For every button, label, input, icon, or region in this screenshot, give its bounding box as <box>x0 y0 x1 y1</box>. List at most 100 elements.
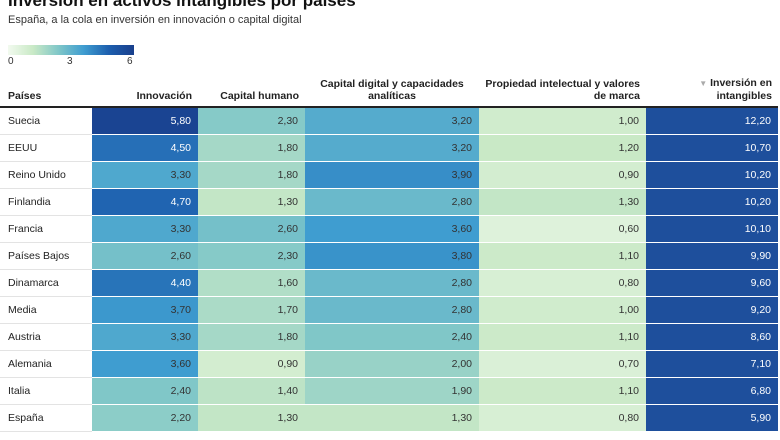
cell-propiedad-intelectual: 1,10 <box>479 377 646 405</box>
chart-subtitle: España, a la cola en inversión en innova… <box>8 14 302 26</box>
cell-inversion-intangibles: 9,20 <box>646 296 778 324</box>
table-row: Francia 3,30 2,60 3,60 0,60 10,10 <box>0 215 778 243</box>
cell-propiedad-intelectual: 0,70 <box>479 350 646 378</box>
header-inversion-intangibles[interactable]: ▼ Inversión en intangibles <box>646 64 778 108</box>
cell-capital-humano: 2,30 <box>198 107 305 135</box>
cell-capital-digital: 3,90 <box>305 161 479 189</box>
cell-pais: EEUU <box>0 134 92 162</box>
cell-inversion-intangibles: 9,90 <box>646 242 778 270</box>
cell-capital-humano: 0,90 <box>198 350 305 378</box>
cell-innovacion: 3,70 <box>92 296 198 324</box>
table-row: Alemania 3,60 0,90 2,00 0,70 7,10 <box>0 350 778 378</box>
cell-capital-digital: 2,40 <box>305 323 479 351</box>
table-header-row: Países Innovación Capital humano Capital… <box>0 64 778 108</box>
cell-propiedad-intelectual: 1,00 <box>479 107 646 135</box>
cell-pais: Finlandia <box>0 188 92 216</box>
cell-capital-digital: 2,80 <box>305 296 479 324</box>
legend-tick-min: 0 <box>8 56 14 67</box>
cell-pais: Alemania <box>0 350 92 378</box>
cell-capital-digital: 2,80 <box>305 269 479 297</box>
header-paises[interactable]: Países <box>0 64 92 108</box>
table-row: Italia 2,40 1,40 1,90 1,10 6,80 <box>0 377 778 405</box>
table-row: Suecia 5,80 2,30 3,20 1,00 12,20 <box>0 107 778 135</box>
header-inversion-label: Inversión en intangibles <box>710 77 772 102</box>
table-row: Dinamarca 4,40 1,60 2,80 0,80 9,60 <box>0 269 778 297</box>
header-innovacion[interactable]: Innovación <box>92 64 198 108</box>
cell-inversion-intangibles: 9,60 <box>646 269 778 297</box>
cell-propiedad-intelectual: 1,30 <box>479 188 646 216</box>
cell-capital-humano: 1,70 <box>198 296 305 324</box>
cell-propiedad-intelectual: 0,80 <box>479 269 646 297</box>
cell-capital-humano: 1,80 <box>198 323 305 351</box>
cell-capital-humano: 1,40 <box>198 377 305 405</box>
cell-propiedad-intelectual: 1,10 <box>479 242 646 270</box>
cell-capital-humano: 1,80 <box>198 161 305 189</box>
table-row: Reino Unido 3,30 1,80 3,90 0,90 10,20 <box>0 161 778 189</box>
legend-tick-max: 6 <box>127 56 133 67</box>
cell-capital-digital: 3,20 <box>305 107 479 135</box>
cell-propiedad-intelectual: 1,00 <box>479 296 646 324</box>
header-propiedad-intelectual[interactable]: Propiedad intelectual y valores de marca <box>479 64 646 108</box>
cell-capital-digital: 3,80 <box>305 242 479 270</box>
table-row: EEUU 4,50 1,80 3,20 1,20 10,70 <box>0 134 778 162</box>
cell-innovacion: 2,40 <box>92 377 198 405</box>
cell-innovacion: 3,30 <box>92 161 198 189</box>
cell-inversion-intangibles: 6,80 <box>646 377 778 405</box>
cell-inversion-intangibles: 12,20 <box>646 107 778 135</box>
cell-inversion-intangibles: 10,20 <box>646 188 778 216</box>
cell-innovacion: 3,60 <box>92 350 198 378</box>
cell-propiedad-intelectual: 1,10 <box>479 323 646 351</box>
cell-pais: Francia <box>0 215 92 243</box>
cell-innovacion: 2,60 <box>92 242 198 270</box>
cell-propiedad-intelectual: 0,60 <box>479 215 646 243</box>
cell-pais: Suecia <box>0 107 92 135</box>
cell-capital-humano: 2,30 <box>198 242 305 270</box>
cell-innovacion: 2,20 <box>92 404 198 432</box>
color-legend: 0 3 6 <box>8 45 134 67</box>
cell-pais: Dinamarca <box>0 269 92 297</box>
cell-capital-humano: 1,30 <box>198 188 305 216</box>
sort-descending-icon: ▼ <box>699 79 708 88</box>
cell-capital-humano: 1,80 <box>198 134 305 162</box>
table-body: Suecia 5,80 2,30 3,20 1,00 12,20 EEUU 4,50 1,80 3… <box>0 107 778 432</box>
legend-gradient <box>8 45 134 55</box>
cell-capital-digital: 3,60 <box>305 215 479 243</box>
cell-pais: Reino Unido <box>0 161 92 189</box>
cell-pais: Italia <box>0 377 92 405</box>
cell-capital-digital: 3,20 <box>305 134 479 162</box>
cell-inversion-intangibles: 10,70 <box>646 134 778 162</box>
table-row: Media 3,70 1,70 2,80 1,00 9,20 <box>0 296 778 324</box>
cell-innovacion: 4,70 <box>92 188 198 216</box>
cell-propiedad-intelectual: 0,80 <box>479 404 646 432</box>
table-row: Países Bajos 2,60 2,30 3,80 1,10 9,90 <box>0 242 778 270</box>
cell-capital-digital: 2,80 <box>305 188 479 216</box>
cell-pais: Austria <box>0 323 92 351</box>
table-row: Finlandia 4,70 1,30 2,80 1,30 10,20 <box>0 188 778 216</box>
header-capital-humano[interactable]: Capital humano <box>198 64 305 108</box>
cell-propiedad-intelectual: 0,90 <box>479 161 646 189</box>
table-row: España 2,20 1,30 1,30 0,80 5,90 <box>0 404 778 432</box>
cell-capital-digital: 2,00 <box>305 350 479 378</box>
cell-innovacion: 3,30 <box>92 215 198 243</box>
header-capital-digital[interactable]: Capital digital y capacidades analíticas <box>305 64 479 108</box>
cell-inversion-intangibles: 10,10 <box>646 215 778 243</box>
intangibles-table: Países Innovación Capital humano Capital… <box>0 64 778 432</box>
cell-inversion-intangibles: 5,90 <box>646 404 778 432</box>
table-row: Austria 3,30 1,80 2,40 1,10 8,60 <box>0 323 778 351</box>
cell-innovacion: 5,80 <box>92 107 198 135</box>
cell-capital-humano: 1,60 <box>198 269 305 297</box>
cell-capital-digital: 1,30 <box>305 404 479 432</box>
cell-capital-humano: 2,60 <box>198 215 305 243</box>
chart-title: Inversión en activos intangibles por paí… <box>8 0 356 10</box>
cell-propiedad-intelectual: 1,20 <box>479 134 646 162</box>
cell-innovacion: 3,30 <box>92 323 198 351</box>
cell-pais: España <box>0 404 92 432</box>
cell-capital-humano: 1,30 <box>198 404 305 432</box>
cell-innovacion: 4,40 <box>92 269 198 297</box>
cell-capital-digital: 1,90 <box>305 377 479 405</box>
cell-innovacion: 4,50 <box>92 134 198 162</box>
cell-inversion-intangibles: 10,20 <box>646 161 778 189</box>
cell-inversion-intangibles: 7,10 <box>646 350 778 378</box>
legend-tick-mid: 3 <box>67 56 73 67</box>
cell-pais: Países Bajos <box>0 242 92 270</box>
